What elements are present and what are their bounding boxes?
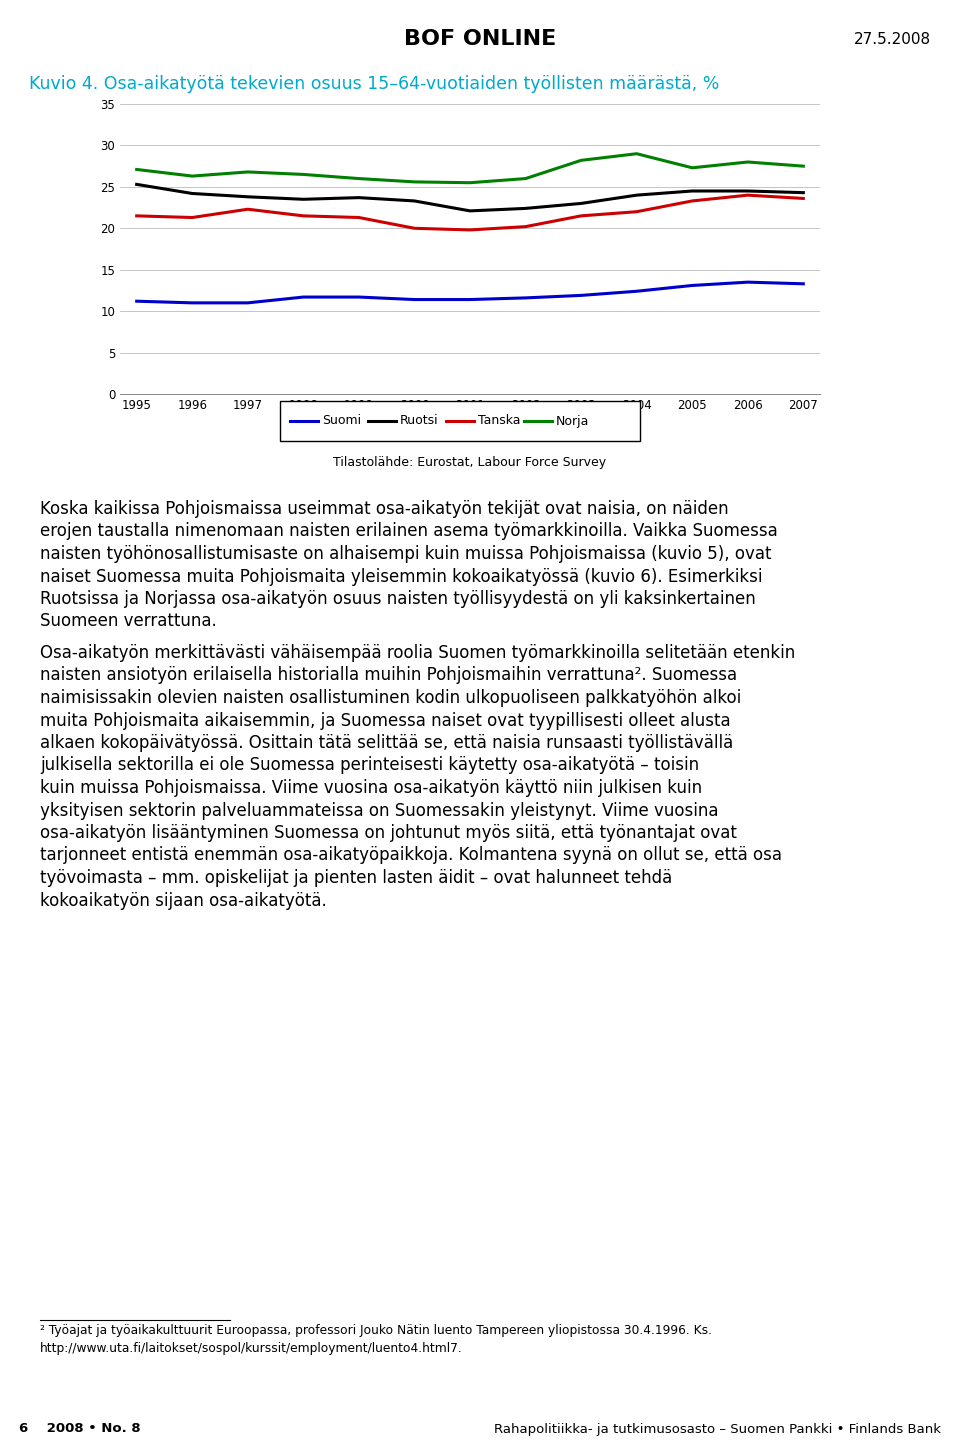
Text: osa-aikatyön lisääntyminen Suomessa on johtunut myös siitä, että työnantajat ova: osa-aikatyön lisääntyminen Suomessa on j…	[40, 824, 737, 842]
Text: Rahapolitiikka- ja tutkimusosasto – Suomen Pankki • Finlands Bank: Rahapolitiikka- ja tutkimusosasto – Suom…	[493, 1422, 941, 1436]
Text: muita Pohjoismaita aikaisemmin, ja Suomessa naiset ovat tyypillisesti olleet alu: muita Pohjoismaita aikaisemmin, ja Suome…	[40, 712, 731, 729]
Text: Suomeen verrattuna.: Suomeen verrattuna.	[40, 612, 217, 631]
Text: kuin muissa Pohjoismaissa. Viime vuosina osa-aikatyön käyttö niin julkisen kuin: kuin muissa Pohjoismaissa. Viime vuosina…	[40, 779, 702, 798]
Text: erojen taustalla nimenomaan naisten erilainen asema työmarkkinoilla. Vaikka Suom: erojen taustalla nimenomaan naisten eril…	[40, 522, 778, 541]
Bar	[280, 402, 640, 441]
Text: työvoimasta – mm. opiskelijat ja pienten lasten äidit – ovat halunneet tehdä: työvoimasta – mm. opiskelijat ja pienten…	[40, 869, 672, 887]
Text: yksityisen sektorin palveluammateissa on Suomessakin yleistynyt. Viime vuosina: yksityisen sektorin palveluammateissa on…	[40, 802, 718, 819]
Text: Kuvio 4. Osa-aikatyötä tekevien osuus 15–64-vuotiaiden työllisten määrästä, %: Kuvio 4. Osa-aikatyötä tekevien osuus 15…	[29, 75, 719, 93]
Text: kokoaikatyön sijaan osa-aikatyötä.: kokoaikatyön sijaan osa-aikatyötä.	[40, 892, 326, 909]
Text: naisten työhönosallistumisaste on alhaisempi kuin muissa Pohjoismaissa (kuvio 5): naisten työhönosallistumisaste on alhais…	[40, 545, 772, 563]
Text: Tanska: Tanska	[478, 415, 520, 428]
Text: Osa-aikatyön merkittävästi vähäisempää roolia Suomen työmarkkinoilla selitetään : Osa-aikatyön merkittävästi vähäisempää r…	[40, 644, 795, 663]
Text: ² Työajat ja työaikakulttuurit Euroopassa, professori Jouko Nätin luento Tampere: ² Työajat ja työaikakulttuurit Euroopass…	[40, 1324, 712, 1337]
Text: Suomi: Suomi	[322, 415, 361, 428]
Text: julkisella sektorilla ei ole Suomessa perinteisesti käytetty osa-aikatyötä – toi: julkisella sektorilla ei ole Suomessa pe…	[40, 757, 699, 774]
Text: 27.5.2008: 27.5.2008	[854, 32, 931, 46]
Text: Koska kaikissa Pohjoismaissa useimmat osa-aikatyön tekijät ovat naisia, on näide: Koska kaikissa Pohjoismaissa useimmat os…	[40, 500, 729, 518]
Text: tarjonneet entistä enemmän osa-aikatyöpaikkoja. Kolmantena syynä on ollut se, et: tarjonneet entistä enemmän osa-aikatyöpa…	[40, 847, 782, 864]
Text: naimisissakin olevien naisten osallistuminen kodin ulkopuoliseen palkkatyöhön al: naimisissakin olevien naisten osallistum…	[40, 689, 741, 708]
Text: Tilastolähde: Eurostat, Labour Force Survey: Tilastolähde: Eurostat, Labour Force Sur…	[333, 457, 607, 470]
Text: alkaen kokopäivätyössä. Osittain tätä selittää se, että naisia runsaasti työllis: alkaen kokopäivätyössä. Osittain tätä se…	[40, 734, 733, 753]
Text: naiset Suomessa muita Pohjoismaita yleisemmin kokoaikatyössä (kuvio 6). Esimerki: naiset Suomessa muita Pohjoismaita yleis…	[40, 567, 762, 586]
Text: Ruotsi: Ruotsi	[400, 415, 439, 428]
Text: 6    2008 • No. 8: 6 2008 • No. 8	[19, 1422, 141, 1436]
Text: BOF ONLINE: BOF ONLINE	[404, 29, 556, 49]
Text: Ruotsissa ja Norjassa osa-aikatyön osuus naisten työllisyydestä on yli kaksinker: Ruotsissa ja Norjassa osa-aikatyön osuus…	[40, 590, 756, 608]
Text: http://www.uta.fi/laitokset/sospol/kurssit/employment/luento4.html7.: http://www.uta.fi/laitokset/sospol/kurss…	[40, 1343, 463, 1354]
Text: Norja: Norja	[556, 415, 589, 428]
Text: naisten ansiotyön erilaisella historialla muihin Pohjoismaihin verrattuna². Suom: naisten ansiotyön erilaisella historiall…	[40, 667, 737, 684]
